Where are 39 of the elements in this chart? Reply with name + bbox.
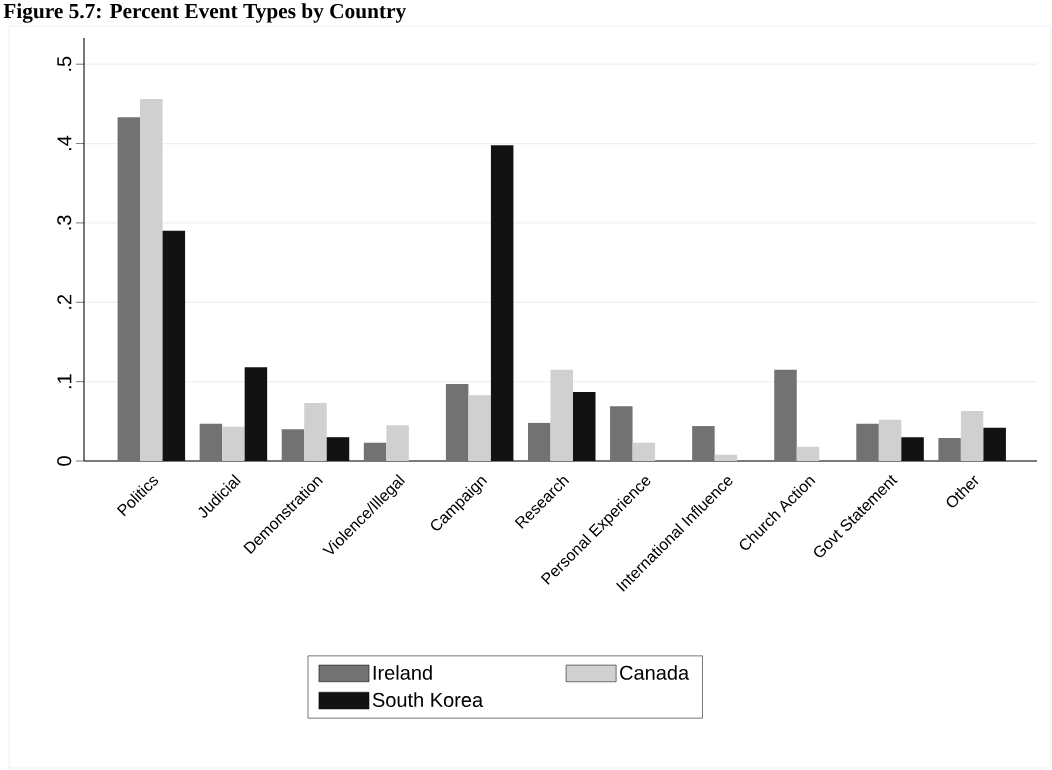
- bar: [386, 425, 409, 461]
- bar: [445, 384, 469, 461]
- bar: [901, 437, 924, 461]
- bar: [304, 403, 327, 461]
- bar: [714, 454, 738, 461]
- bar: [468, 395, 491, 461]
- bar: [960, 411, 984, 461]
- y-tick-label: .1: [57, 374, 72, 389]
- bar: [983, 427, 1006, 461]
- y-tick-label: 0: [57, 456, 72, 466]
- bar: [610, 406, 633, 461]
- legend-label: Ireland: [373, 665, 432, 680]
- bar: [326, 437, 350, 461]
- bar: [222, 426, 245, 461]
- bar: [244, 367, 268, 461]
- legend-label: Canada: [620, 665, 690, 680]
- bar: [281, 429, 305, 461]
- bar: [550, 369, 573, 461]
- chart-title: Figure 5.7: Percent Event Types by Country: [3, 3, 406, 23]
- bar: [692, 426, 715, 461]
- bar: [199, 423, 223, 461]
- bar: [796, 446, 820, 461]
- bar: [527, 422, 551, 461]
- bar: [363, 442, 387, 461]
- legend-label: South Korea: [372, 692, 484, 708]
- y-tick-label: .3: [57, 215, 72, 230]
- bar: [856, 423, 879, 461]
- bar: [572, 391, 596, 461]
- bar: [774, 369, 797, 461]
- bar: [878, 419, 902, 461]
- bar: [140, 99, 163, 461]
- bar: [162, 230, 186, 461]
- bar: [632, 442, 656, 461]
- bar: [938, 437, 961, 461]
- y-tick-label: .5: [57, 56, 72, 71]
- bar: [117, 117, 141, 461]
- y-tick-label: .4: [57, 135, 72, 151]
- y-tick-label: .2: [57, 294, 72, 309]
- bar: [490, 145, 514, 461]
